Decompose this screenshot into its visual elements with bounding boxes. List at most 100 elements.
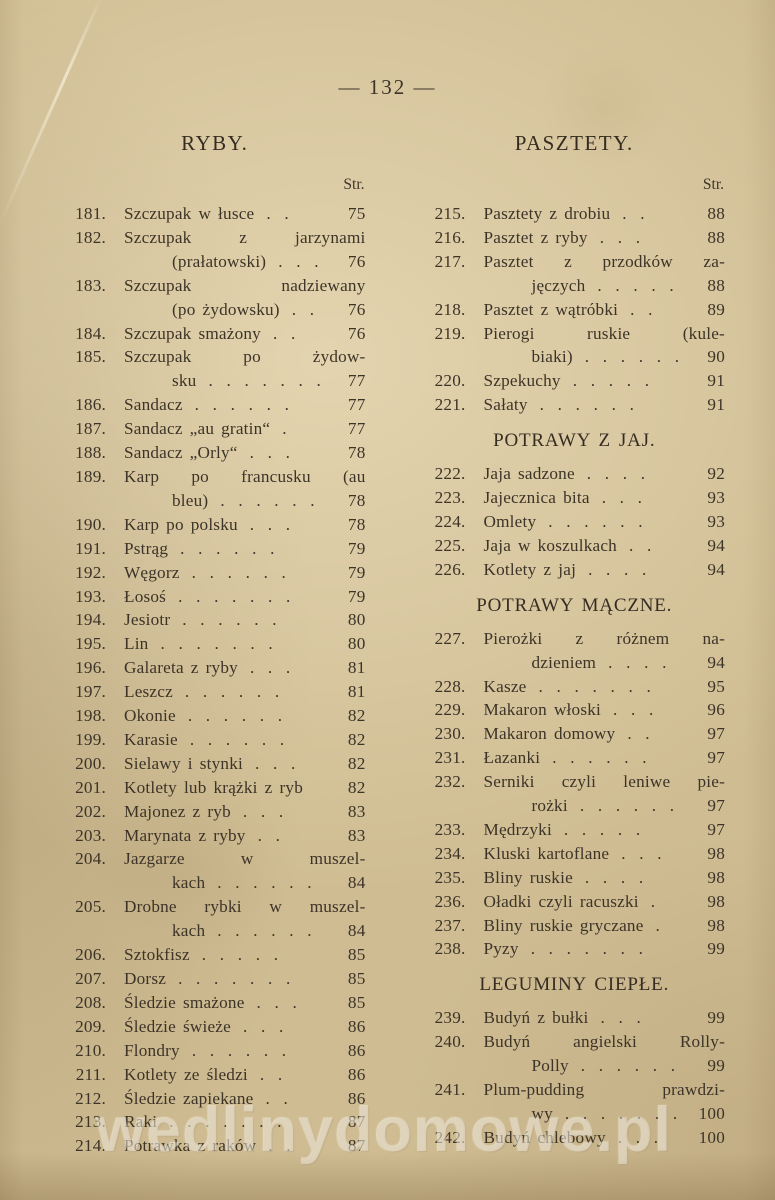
entry-title: (prałatowski): [172, 251, 267, 271]
toc-entry: 184. Szczupak smażony . . 76: [64, 322, 366, 346]
toc-entry-line: wy . . . . . . . 100: [424, 1102, 726, 1126]
entry-number: 200.: [75, 753, 106, 773]
toc-entry-line: 233. Mędrzyki . . . . . 97: [424, 818, 726, 842]
str-label-right: Str.: [702, 176, 724, 193]
entry-title: Bliny ruskie: [483, 867, 573, 887]
toc-entry: 226. Kotlety z jaj . . . . 94: [424, 558, 726, 582]
toc-entry-line: 235. Bliny ruskie . . . . 98: [424, 866, 726, 890]
entry-number: 226.: [434, 559, 466, 579]
toc-entry-line: 206. Sztokfisz . . . . . 85: [64, 943, 366, 967]
dot-leader: . .: [257, 825, 281, 845]
toc-entry-line: 222. Jaja sadzone . . . . 92: [424, 462, 726, 486]
dot-leader: . . .: [249, 514, 291, 534]
page-ref: 77: [347, 371, 366, 391]
page-ref: 86: [347, 1088, 366, 1108]
entry-title: Karasie: [124, 729, 178, 749]
page-ref: 76: [347, 251, 366, 271]
toc-entry: 223. Jajecznica bita . . . 93: [424, 486, 726, 510]
toc-entry: 232. Serniki czyli leniwe pie-rożki . . . …: [424, 770, 726, 818]
toc-entry-line: bleu) . . . . . . 78: [64, 489, 366, 513]
page-ref: 88: [707, 204, 725, 223]
toc-entry-line: 184. Szczupak smażony . . 76: [64, 322, 366, 346]
entry-number: 183.: [75, 275, 106, 295]
entry-number: 227.: [434, 628, 466, 648]
entry-title: Bliny ruskie gryczane: [483, 915, 644, 935]
dot-leader: . . . . . .: [539, 395, 635, 415]
toc-entry: 188. Sandacz „Orly“ . . . 78: [64, 441, 366, 465]
toc-entry: 186. Sandacz . . . . . . 77: [64, 393, 366, 417]
entry-number: 218.: [434, 299, 466, 319]
entry-number: 241.: [434, 1080, 466, 1100]
entry-title: Sałaty: [483, 395, 528, 415]
toc-entry-line: 192. Węgorz . . . . . . 79: [64, 561, 366, 585]
toc-entry-line: 207. Dorsz . . . . . . . 85: [64, 967, 366, 991]
toc-entry: 208. Śledzie smażone . . . 85: [64, 991, 366, 1015]
page-ref: 94: [707, 559, 725, 579]
dot-leader: . . . . . . .: [169, 1112, 282, 1132]
entry-number: 207.: [75, 969, 106, 988]
toc-entry: 193. Łosoś . . . . . . . 79: [64, 585, 366, 609]
dot-leader: . . . . . .: [217, 921, 312, 941]
entry-title: Makaron włoski: [483, 700, 601, 720]
column-left: RYBY. Str. 181. Szczupak w łusce . . 75 182.…: [64, 100, 366, 1158]
entry-number: 182.: [75, 227, 106, 247]
toc-entry-line: 201. Kotlety lub krążki z ryb 82: [64, 776, 366, 800]
page-ref: 91: [707, 395, 725, 415]
toc-entry-line: 194. Jesiotr . . . . . . 80: [64, 608, 366, 632]
page-ref: 86: [347, 1064, 366, 1084]
entry-number: 240.: [434, 1032, 466, 1052]
toc-entry-line: 219. Pierogi ruskie (kule-: [424, 322, 726, 346]
toc-entry: 195. Lin . . . . . . . 80: [64, 632, 366, 656]
entry-number: 201.: [75, 777, 106, 797]
entry-title: Leszcz: [124, 682, 173, 702]
toc-entry: 194. Jesiotr . . . . . . 80: [64, 608, 366, 632]
toc-entry: 189. Karp po francusku (au bleu) . . . . . …: [64, 465, 366, 513]
entry-title: (po żydowsku): [172, 299, 280, 319]
dot-leader: . .: [630, 299, 653, 319]
toc-entry-line: 198. Okonie . . . . . . 82: [64, 704, 366, 728]
entry-number: 222.: [434, 464, 466, 484]
entry-number: 231.: [434, 748, 466, 768]
toc-entry: 182. Szczupak z jarzynami (prałatowski) . .…: [64, 226, 366, 274]
entry-title: Flondry: [124, 1040, 180, 1060]
toc-entry-line: 236. Oładki czyli racuszki. 98: [424, 890, 726, 914]
toc-entry: 228. Kasze . . . . . . . 95: [424, 675, 726, 699]
toc-entry: 239. Budyń z bułki . . . 99: [424, 1006, 726, 1030]
entry-number: 232.: [434, 772, 466, 792]
page-ref: 77: [347, 395, 366, 415]
entry-title: Majonez z ryb: [124, 801, 231, 821]
entry-title: Drobne rybki w muszel-: [124, 897, 366, 917]
toc-entry-line: 199. Karasie . . . . . . 82: [64, 728, 366, 752]
dot-leader: . . . . . .: [184, 682, 280, 702]
page-ref: 78: [347, 514, 366, 534]
entry-title: Jaja w koszulkach: [483, 535, 617, 555]
page-ref: 82: [347, 753, 366, 773]
dot-leader: . . . . .: [597, 275, 674, 295]
toc-entry: 202. Majonez z ryb . . . 83: [64, 800, 366, 824]
page-ref: 84: [347, 873, 366, 893]
toc-entry-line: 217. Pasztet z przodków za-: [424, 250, 726, 274]
toc-entry-line: 238. Pyzy . . . . . . . 99: [424, 937, 726, 961]
page-ref: 100: [698, 1104, 725, 1123]
toc-entry-line: 181. Szczupak w łusce . . 75: [64, 202, 366, 226]
toc-entry-line: 186. Sandacz . . . . . . 77: [64, 393, 366, 417]
toc-entry: 183. Szczupak nadziewany (po żydowsku) . . …: [64, 274, 366, 322]
column-left-header: RYBY.: [181, 131, 249, 155]
entry-title: Szczupak w łusce: [124, 204, 255, 223]
entry-number: 242.: [434, 1127, 466, 1147]
entry-number: 194.: [75, 610, 106, 630]
section-header: POTRAWY MĄCZNE.: [476, 594, 673, 616]
toc-entry-line: 234. Kluski kartoflane . . . 98: [424, 842, 726, 866]
dot-leader: . . .: [278, 251, 319, 271]
dot-leader: . .: [272, 323, 296, 343]
entry-number: 198.: [75, 706, 106, 726]
column-right-header: PASZTETY.: [514, 131, 634, 155]
entry-title: Szczupak nadziewany: [124, 275, 366, 295]
toc-entry: 192. Węgorz . . . . . . 79: [64, 561, 366, 585]
entry-title: Pstrąg: [124, 538, 169, 558]
page-ref: 83: [347, 825, 366, 845]
page-ref: 82: [347, 777, 366, 797]
dot-leader: . . . . . .: [548, 511, 643, 531]
page-ref: 93: [707, 511, 725, 531]
entry-number: 204.: [75, 849, 106, 869]
